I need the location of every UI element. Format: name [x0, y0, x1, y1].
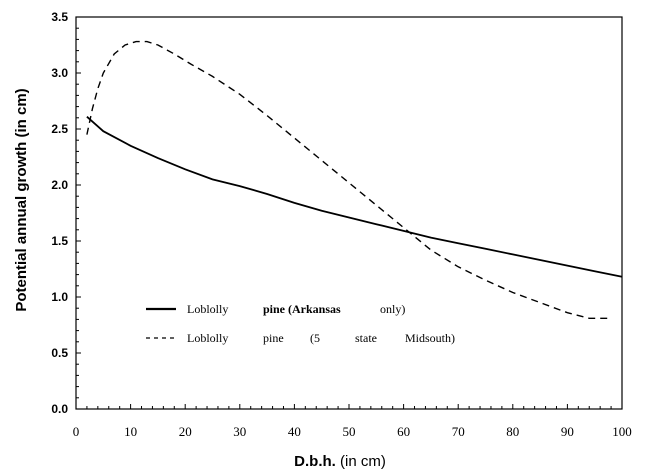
y-tick-label: 3.0	[51, 66, 68, 80]
x-tick-label: 40	[288, 424, 301, 439]
x-tick-label: 60	[397, 424, 410, 439]
x-tick-label: 80	[506, 424, 519, 439]
x-axis-title: D.b.h. (in cm)	[294, 453, 386, 470]
y-tick-label: 1.5	[51, 234, 68, 248]
x-tick-label: 90	[561, 424, 574, 439]
y-axis-title: Potential annual growth (in cm)	[13, 88, 30, 311]
legend-label: (5	[310, 331, 320, 345]
x-tick-label: 50	[343, 424, 356, 439]
axes	[75, 16, 623, 410]
x-tick-label: 100	[612, 424, 632, 439]
legend-label: state	[355, 331, 377, 345]
legend-label: pine (Arkansas	[263, 302, 341, 316]
y-tick-label: 0.5	[51, 346, 68, 360]
y-tick-label: 0.0	[51, 402, 68, 416]
legend-label: only)	[380, 302, 405, 316]
x-tick-label: 20	[179, 424, 192, 439]
series-lines	[86, 40, 623, 319]
ticks: 0 10 20 30 40 50 60 70 80 90 100 0.0 0.5 1.0 1.5 2.0 2.5…	[51, 10, 631, 439]
x-tick-label: 10	[124, 424, 137, 439]
x-tick-label: 30	[233, 424, 246, 439]
legend-label: Loblolly	[187, 331, 228, 345]
x-tick-label: 0	[73, 424, 80, 439]
legend-label: pine	[263, 331, 284, 345]
series-line-arkansas	[86, 116, 623, 278]
y-tick-label: 2.5	[51, 122, 68, 136]
plot-frame	[75, 16, 623, 410]
y-tick-label: 1.0	[51, 290, 68, 304]
x-tick-label: 70	[452, 424, 465, 439]
legend: Loblolly pine (Arkansas only) Loblolly pine (…	[146, 302, 455, 345]
y-tick-label: 2.0	[51, 178, 68, 192]
legend-label: Loblolly	[187, 302, 228, 316]
series-line-midsouth	[86, 40, 612, 319]
legend-label: Midsouth)	[405, 331, 455, 345]
y-tick-label: 3.5	[51, 10, 68, 24]
